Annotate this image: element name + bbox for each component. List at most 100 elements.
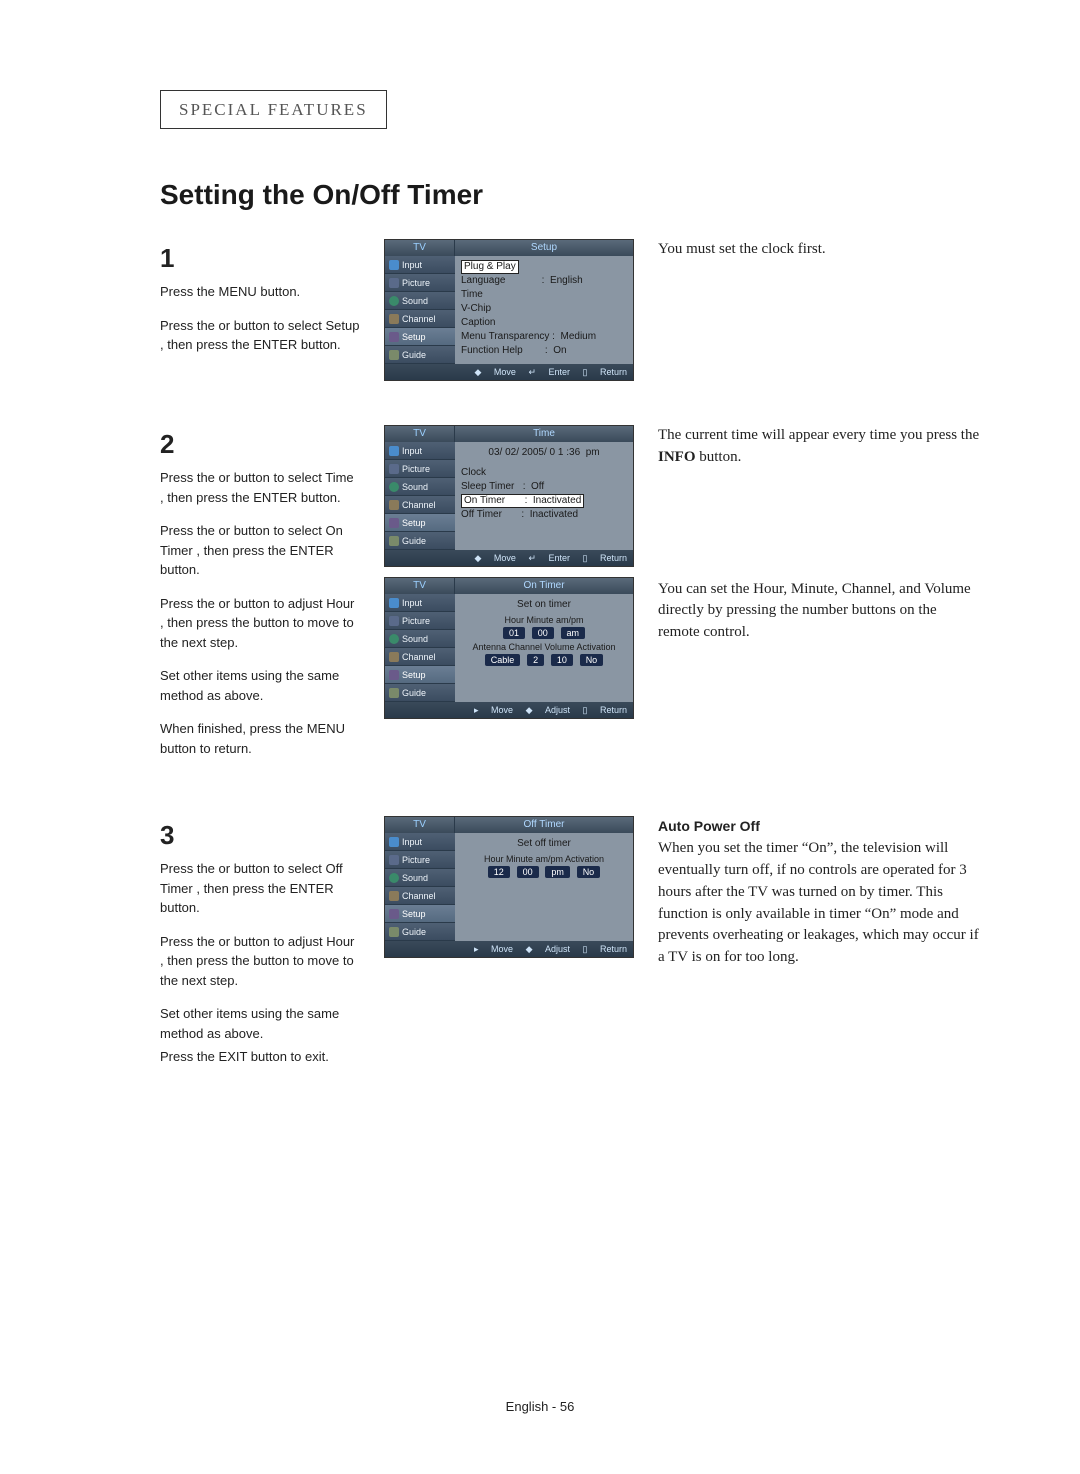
val-act: No [580,654,604,666]
input-icon [389,446,399,456]
guide-icon [389,688,399,698]
osd-on-timer-row2: Cable 2 10 No [461,654,627,666]
osd-off-timer-row1-labels: Hour Minute am/pm Activation [461,854,627,864]
osd-off-timer-main: Set off timer Hour Minute am/pm Activati… [455,833,633,941]
page-title: Setting the On/Off Timer [160,179,980,211]
osd-tabs: Input Picture Sound Channel Setup Guide [385,833,455,941]
osd-tab-sound: Sound [385,869,455,887]
note-4-heading: Auto Power Off [658,816,980,836]
osd-setup-l4: V-Chip [461,302,627,316]
foot-adjust: ◆ Adjust [526,705,570,715]
foot-enter: ↵ Enter [528,367,570,377]
step-1-osd-col: TV Setup Input Picture Sound Channel Set… [384,239,634,381]
setup-icon [389,518,399,528]
channel-icon [389,891,399,901]
val-ch: 2 [527,654,544,666]
val-act: No [577,866,601,878]
osd-time-hl: On Timer : Inactivated [461,494,584,508]
osd-setup-foot: ◆ Move ↵ Enter ▯ Return [385,364,633,380]
osd-time-l1: Clock [461,466,627,480]
step-3-p2: Press the or button to adjust Hour , the… [160,932,360,991]
osd-tab-channel: Channel [385,496,455,514]
val-ampm: am [561,627,586,639]
osd-time-date: 03/ 02/ 2005/ 0 1 :36 pm [461,446,627,460]
step-2-notes: The current time will appear every time … [658,425,980,772]
osd-tab-input: Input [385,594,455,612]
osd-tab-channel: Channel [385,310,455,328]
channel-icon [389,500,399,510]
val-ant: Cable [485,654,521,666]
osd-tab-sound: Sound [385,292,455,310]
input-icon [389,598,399,608]
step-1-row: 1 Press the MENU button. Press the or bu… [160,239,980,381]
osd-on-timer-row2-labels: Antenna Channel Volume Activation [461,642,627,652]
sound-icon [389,482,399,492]
osd-head-title: Time [455,426,633,442]
osd-on-timer: TV On Timer Input Picture Sound Channel … [384,577,634,719]
osd-tab-picture: Picture [385,460,455,478]
val-min: 00 [517,866,539,878]
foot-move: ◆ Move [475,367,516,377]
note-3: You can set the Hour, Minute, Channel, a… [658,579,980,644]
osd-tabs: Input Picture Sound Channel Setup Guide [385,256,455,364]
step-3-number: 3 [160,816,360,855]
osd-tab-guide: Guide [385,532,455,550]
osd-tab-sound: Sound [385,630,455,648]
sound-icon [389,873,399,883]
step-3-p4: Press the EXIT button to exit. [160,1047,360,1067]
osd-tab-guide: Guide [385,923,455,941]
osd-head-tv: TV [385,817,455,833]
osd-off-timer: TV Off Timer Input Picture Sound Channel… [384,816,634,958]
step-1-text: 1 Press the MENU button. Press the or bu… [160,239,360,381]
osd-setup-l2: Language : English [461,274,627,288]
osd-off-timer-row1: 12 00 pm No [461,866,627,878]
step-1-p2: Press the or button to select Setup , th… [160,316,360,355]
step-3-notes: Auto Power Off When you set the timer “O… [658,816,980,1081]
osd-on-timer-caption: Set on timer [461,598,627,612]
step-1-number: 1 [160,239,360,278]
guide-icon [389,536,399,546]
osd-tab-channel: Channel [385,648,455,666]
osd-tab-input: Input [385,442,455,460]
setup-icon [389,332,399,342]
picture-icon [389,855,399,865]
osd-tab-picture: Picture [385,274,455,292]
step-2-p4: Set other items using the same method as… [160,666,360,705]
guide-icon [389,927,399,937]
osd-setup-hl: Plug & Play [461,260,519,274]
val-min: 00 [532,627,554,639]
step-2-number: 2 [160,425,360,464]
foot-move: ▸ Move [474,705,513,715]
osd-on-timer-row1-labels: Hour Minute am/pm [461,615,627,625]
foot-enter: ↵ Enter [528,553,570,563]
foot-adjust: ◆ Adjust [526,944,570,954]
osd-time: TV Time Input Picture Sound Channel Setu… [384,425,634,567]
osd-setup-l6: Menu Transparency : Medium [461,330,627,344]
osd-tab-input: Input [385,256,455,274]
osd-on-timer-row1: 01 00 am [461,627,627,639]
step-2-p5: When finished, press the MENU button to … [160,719,360,758]
osd-tab-setup: Setup [385,514,455,532]
foot-move: ▸ Move [474,944,513,954]
foot-return: ▯ Return [583,367,627,377]
page-footer: English - 56 [0,1399,1080,1414]
osd-tab-picture: Picture [385,612,455,630]
osd-tab-guide: Guide [385,684,455,702]
osd-time-l2: Sleep Timer : Off [461,480,627,494]
osd-time-foot: ◆ Move ↵ Enter ▯ Return [385,550,633,566]
channel-icon [389,314,399,324]
osd-time-l4: Off Timer : Inactivated [461,508,627,522]
foot-return: ▯ Return [583,705,627,715]
step-2-row: 2 Press the or button to select Time , t… [160,425,980,772]
osd-on-timer-main: Set on timer Hour Minute am/pm 01 00 am … [455,594,633,702]
note-4: When you set the timer “On”, the televis… [658,838,980,969]
osd-tab-setup: Setup [385,328,455,346]
osd-setup-l5: Caption [461,316,627,330]
foot-return: ▯ Return [583,553,627,563]
osd-on-timer-foot: ▸ Move ◆ Adjust ▯ Return [385,702,633,718]
val-ampm: pm [545,866,570,878]
foot-move: ◆ Move [475,553,516,563]
osd-head-tv: TV [385,426,455,442]
step-3-p3: Set other items using the same method as… [160,1004,360,1043]
osd-head-title: On Timer [455,578,633,594]
